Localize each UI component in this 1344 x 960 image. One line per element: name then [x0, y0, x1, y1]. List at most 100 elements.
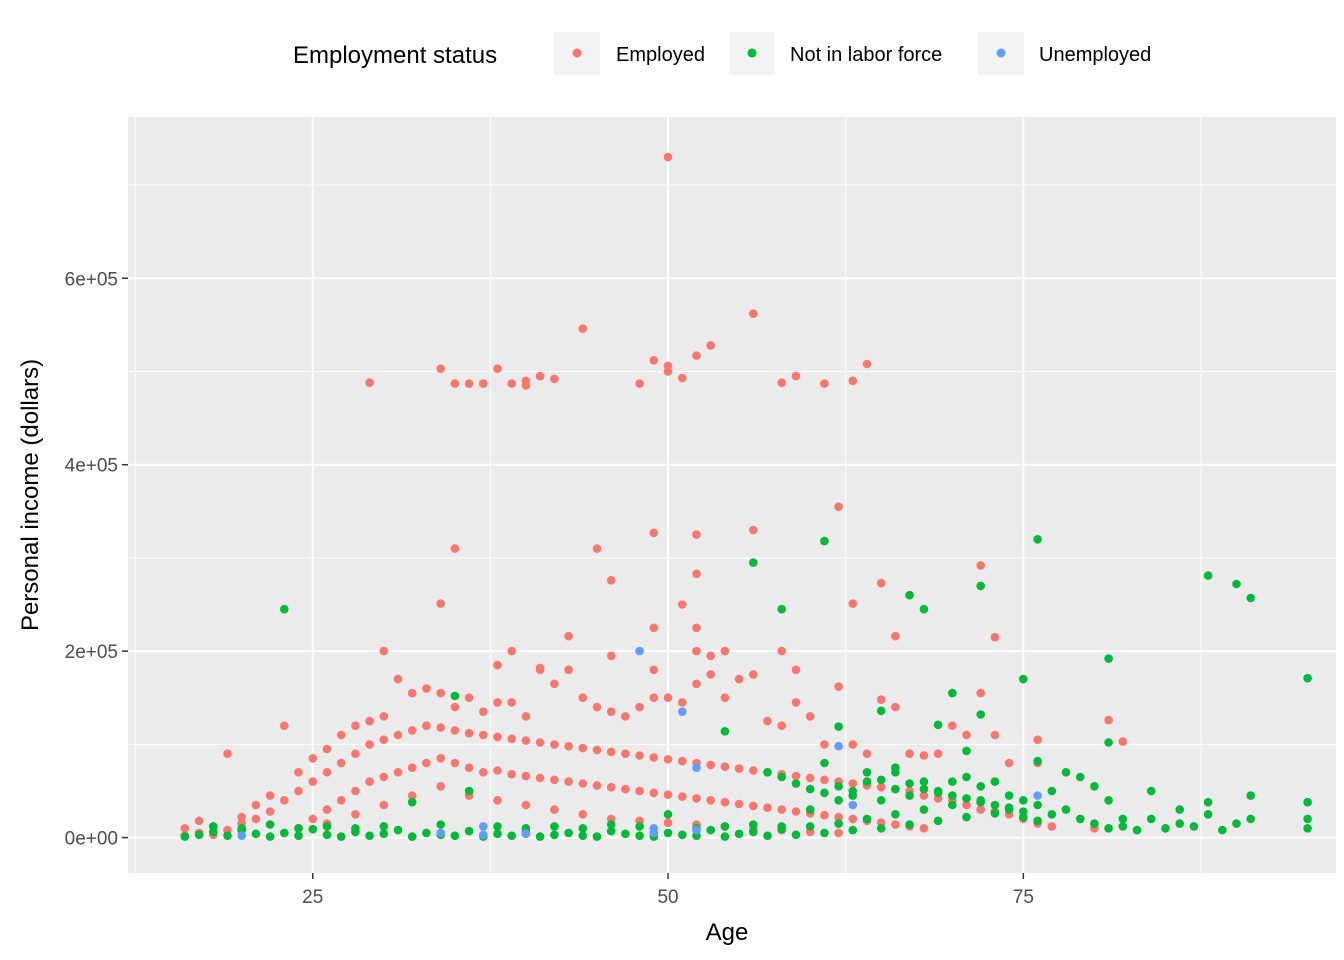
point-employed: [663, 755, 673, 764]
point-not-in-labor-force: [663, 810, 673, 819]
point-not-in-labor-force: [820, 758, 829, 768]
point-employed: [706, 796, 715, 805]
point-employed: [1118, 737, 1128, 746]
point-employed: [422, 758, 431, 768]
point-not-in-labor-force: [1061, 805, 1071, 814]
point-not-in-labor-force: [805, 784, 815, 794]
point-not-in-labor-force: [990, 777, 1000, 786]
point-employed: [251, 800, 261, 810]
point-employed: [507, 734, 516, 744]
point-employed: [805, 773, 815, 783]
point-employed: [1104, 715, 1113, 725]
point-unemployed: [237, 831, 246, 840]
point-not-in-labor-force: [1303, 814, 1312, 824]
point-employed: [294, 786, 303, 796]
point-employed: [905, 749, 914, 758]
point-employed: [663, 790, 673, 799]
point-employed: [663, 152, 673, 162]
point-not-in-labor-force: [251, 829, 261, 839]
point-employed: [749, 525, 758, 535]
point-employed: [834, 682, 843, 691]
point-employed: [393, 730, 403, 740]
point-not-in-labor-force: [1104, 654, 1113, 663]
point-employed: [862, 359, 872, 369]
point-not-in-labor-force: [848, 825, 858, 835]
point-employed: [535, 738, 545, 747]
point-not-in-labor-force: [962, 746, 971, 756]
point-not-in-labor-force: [876, 824, 886, 833]
point-not-in-labor-force: [223, 831, 232, 840]
point-employed: [791, 665, 801, 675]
point-employed: [393, 674, 403, 684]
point-employed: [606, 651, 616, 661]
point-not-in-labor-force: [280, 604, 289, 614]
point-not-in-labor-force: [322, 830, 332, 840]
point-not-in-labor-force: [1075, 814, 1085, 824]
point-not-in-labor-force: [578, 831, 588, 840]
point-not-in-labor-force: [976, 797, 985, 807]
point-employed: [436, 782, 446, 791]
point-employed: [635, 751, 644, 760]
point-employed: [436, 364, 446, 374]
point-not-in-labor-force: [1019, 807, 1028, 816]
point-employed: [265, 791, 275, 800]
point-employed: [578, 810, 588, 819]
point-employed: [407, 791, 417, 800]
point-not-in-labor-force: [464, 786, 474, 796]
point-employed: [436, 599, 446, 608]
point-not-in-labor-force: [962, 794, 971, 803]
point-employed: [550, 805, 559, 814]
point-employed: [834, 502, 843, 512]
point-not-in-labor-force: [1118, 814, 1128, 824]
legend-label-not-in-labor-force: Not in labor force: [790, 44, 942, 66]
point-unemployed: [436, 828, 446, 838]
point-not-in-labor-force: [578, 824, 588, 833]
point-not-in-labor-force: [1303, 797, 1312, 807]
point-not-in-labor-force: [365, 831, 374, 840]
point-not-in-labor-force: [777, 604, 786, 614]
point-not-in-labor-force: [820, 788, 829, 798]
point-employed: [692, 569, 701, 579]
point-employed: [379, 735, 389, 744]
point-not-in-labor-force: [777, 822, 786, 831]
point-employed: [507, 646, 516, 656]
point-not-in-labor-force: [550, 830, 559, 840]
point-employed: [649, 665, 659, 675]
point-employed: [436, 688, 446, 698]
point-employed: [407, 688, 417, 698]
point-employed: [663, 367, 673, 376]
point-employed: [848, 376, 858, 386]
point-not-in-labor-force: [948, 777, 957, 786]
point-not-in-labor-force: [464, 826, 474, 836]
point-employed: [351, 810, 360, 819]
point-employed: [976, 688, 985, 698]
point-employed: [564, 631, 573, 641]
point-not-in-labor-force: [919, 784, 929, 794]
point-not-in-labor-force: [948, 791, 957, 800]
point-employed: [336, 796, 346, 805]
point-employed: [862, 749, 872, 758]
point-employed: [379, 800, 389, 810]
point-not-in-labor-force: [351, 824, 360, 833]
point-not-in-labor-force: [1232, 579, 1241, 589]
point-employed: [891, 820, 900, 829]
point-not-in-labor-force: [1047, 810, 1057, 819]
point-unemployed: [678, 707, 687, 716]
point-not-in-labor-force: [1033, 800, 1042, 810]
point-unemployed: [479, 830, 488, 840]
point-not-in-labor-force: [805, 822, 815, 831]
point-employed: [479, 730, 488, 740]
point-employed: [493, 660, 502, 670]
point-employed: [535, 665, 545, 675]
x-tick-label: 25: [302, 887, 323, 908]
point-employed: [464, 763, 474, 772]
point-employed: [805, 712, 815, 721]
axes: 0e+00 2e+05 4e+05 6e+05 25 50 75: [65, 269, 1034, 908]
point-not-in-labor-force: [237, 824, 246, 833]
point-not-in-labor-force: [976, 782, 985, 791]
point-not-in-labor-force: [919, 604, 929, 614]
point-not-in-labor-force: [891, 784, 900, 794]
point-not-in-labor-force: [436, 820, 446, 829]
point-employed: [265, 807, 275, 816]
